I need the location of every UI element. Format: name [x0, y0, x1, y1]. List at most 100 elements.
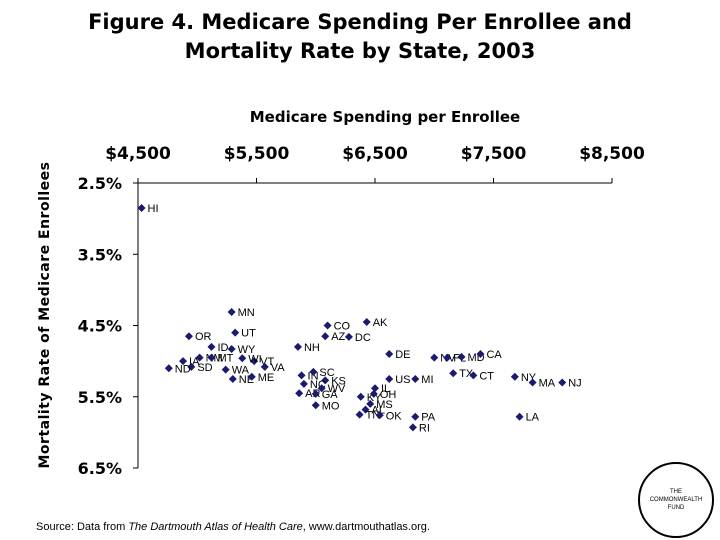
x-tick-label: $4,500 — [105, 144, 171, 164]
point-label-or: OR — [195, 331, 212, 343]
source-note: Source: Data from The Dartmouth Atlas of… — [36, 521, 430, 533]
point-label-wy: WY — [238, 344, 256, 356]
data-point-pa — [411, 412, 420, 421]
point-label-sd: SD — [197, 362, 212, 374]
data-point-me — [247, 372, 256, 381]
chart-title: Figure 4. Medicare Spending Per Enrollee… — [0, 8, 720, 66]
point-label-us: US — [395, 374, 410, 386]
logo-line-1: THE — [670, 489, 682, 495]
point-label-va: VA — [271, 362, 286, 374]
data-point-ca — [476, 350, 485, 358]
data-point-vt — [250, 357, 259, 366]
x-axis-label: Medicare Spending per Enrollee — [249, 108, 521, 126]
data-point-co — [323, 321, 332, 330]
x-tick-label: $5,500 — [224, 144, 290, 164]
data-point-la — [515, 412, 524, 421]
point-label-nj: NJ — [568, 378, 581, 390]
point-label-wa: WA — [232, 365, 250, 377]
point-label-mn: MN — [238, 307, 255, 319]
point-label-de: DE — [395, 349, 410, 361]
data-point-in — [297, 371, 306, 380]
y-tick-label: 6.5% — [78, 459, 122, 478]
source-italic: The Dartmouth Atlas of Health Care — [128, 521, 303, 533]
point-label-nd: ND — [175, 363, 191, 375]
data-point-tn — [355, 410, 364, 419]
data-point-or — [184, 332, 193, 341]
point-label-tn: TN — [366, 410, 381, 422]
y-tick-label: 4.5% — [78, 317, 122, 336]
point-label-me: ME — [258, 372, 275, 384]
data-point-ks — [321, 376, 330, 385]
data-point-wa — [221, 365, 230, 374]
point-label-pa: PA — [421, 412, 436, 424]
point-label-ma: MA — [539, 378, 556, 390]
point-label-dc: DC — [355, 332, 371, 344]
point-label-az: AZ — [331, 331, 345, 343]
data-point-sd — [187, 362, 196, 371]
point-label-ak: AK — [373, 317, 388, 329]
data-point-us — [385, 374, 394, 383]
data-point-nd — [164, 364, 173, 373]
data-point-nv — [430, 353, 439, 362]
chart-title-line-1: Figure 4. Medicare Spending Per Enrollee… — [88, 10, 632, 34]
data-point-mo — [311, 401, 320, 410]
point-label-tx: TX — [459, 368, 474, 380]
data-point-ia — [179, 357, 188, 366]
point-label-ri: RI — [419, 422, 430, 434]
point-label-ia: IA — [189, 356, 200, 368]
data-point-id — [207, 342, 216, 351]
data-point-ma — [528, 378, 537, 387]
data-point-ne — [228, 374, 237, 383]
data-point-sc — [309, 367, 318, 376]
point-label-ga: GA — [322, 389, 339, 401]
point-label-ks: KS — [331, 375, 346, 387]
data-point-tx — [449, 369, 458, 378]
data-point-oh — [369, 389, 378, 398]
data-point-az — [321, 332, 330, 341]
data-point-nj — [558, 378, 567, 387]
point-label-in: IN — [308, 370, 319, 382]
point-label-mt: MT — [217, 353, 233, 365]
y-tick-label: 2.5% — [78, 174, 122, 193]
point-label-ct: CT — [479, 370, 494, 382]
source-suffix: , www.dartmouthatlas.org. — [302, 521, 430, 533]
point-label-wi: WI — [248, 353, 261, 365]
chart-title-line-2: Mortality Rate by State, 2003 — [184, 39, 536, 63]
source-prefix: Source: Data from — [36, 521, 129, 533]
data-point-de — [385, 350, 394, 358]
data-point-dc — [344, 332, 353, 341]
x-tick-label: $8,500 — [579, 144, 645, 164]
point-label-sc: SC — [319, 367, 334, 379]
data-point-ms — [366, 399, 375, 408]
point-label-la: LA — [526, 412, 540, 424]
point-label-id: ID — [217, 342, 228, 354]
data-point-nc — [299, 379, 308, 388]
x-tick-label: $7,500 — [461, 144, 527, 164]
data-point-il — [371, 384, 379, 393]
point-label-mi: MI — [421, 374, 433, 386]
point-label-hi: HI — [148, 203, 159, 215]
point-label-nh: NH — [304, 342, 320, 354]
point-label-ok: OK — [386, 410, 403, 422]
point-label-co: CO — [334, 321, 351, 333]
logo-line-3: FUND — [667, 505, 685, 511]
point-label-wv: WV — [328, 383, 346, 395]
data-point-ky — [356, 392, 365, 401]
point-label-oh: OH — [380, 389, 397, 401]
data-point-ny — [510, 372, 519, 381]
data-point-al — [361, 405, 370, 414]
data-point-mi — [411, 374, 420, 383]
data-point-nm — [195, 353, 204, 362]
x-tick-label: $6,500 — [342, 144, 408, 164]
data-point-wi — [238, 354, 247, 363]
y-tick-label: 5.5% — [78, 388, 122, 407]
data-point-wv — [317, 384, 326, 393]
data-point-md — [457, 352, 466, 361]
data-point-hi — [137, 203, 146, 212]
logo-line-2: COMMONWEALTH — [649, 497, 703, 503]
data-point-va — [260, 362, 269, 371]
data-point-fl — [443, 353, 452, 362]
y-tick-label: 3.5% — [78, 245, 122, 264]
point-label-ca: CA — [486, 349, 502, 361]
data-point-mn — [227, 307, 236, 316]
